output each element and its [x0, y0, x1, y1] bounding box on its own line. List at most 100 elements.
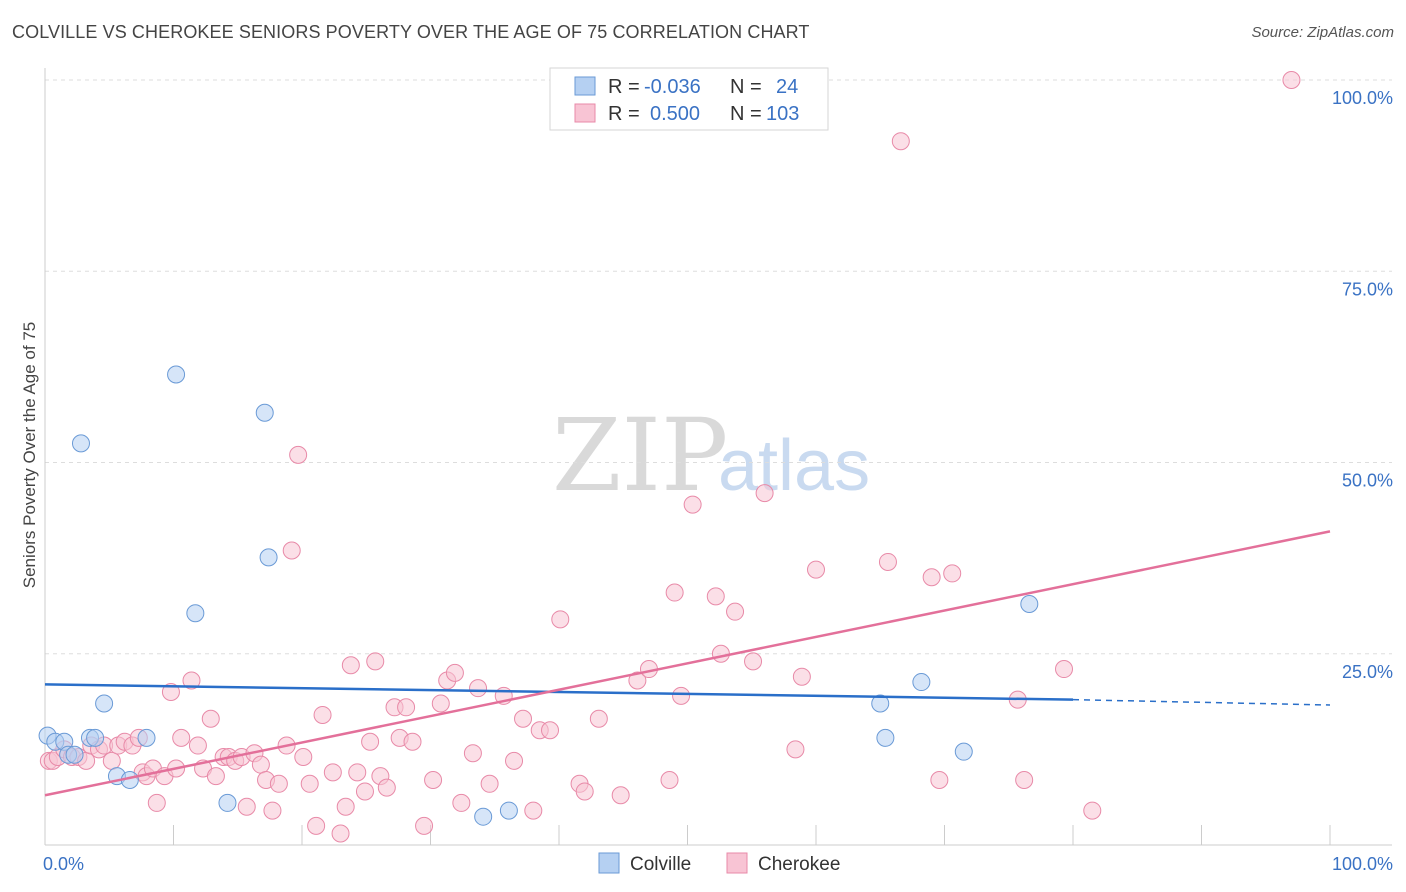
colville-point — [186, 604, 205, 623]
cherokee-point — [172, 728, 191, 747]
cherokee-point — [660, 770, 679, 789]
legend-swatch-cherokee — [574, 103, 596, 123]
bottom-legend: Colville Cherokee — [598, 852, 840, 875]
cherokee-point — [575, 782, 594, 801]
cherokee-point — [415, 816, 434, 835]
cherokee-point — [807, 560, 825, 579]
cherokee-point — [524, 801, 543, 820]
colville-point — [259, 548, 278, 567]
colville-point — [167, 365, 186, 384]
cherokee-point — [445, 663, 464, 682]
watermark-atlas: atlas — [718, 426, 870, 506]
cherokee-point — [943, 564, 962, 583]
cherokee-point — [891, 132, 910, 151]
cherokee-point — [331, 824, 350, 843]
cherokee-points — [39, 71, 1301, 843]
cherokee-point — [514, 709, 533, 728]
grid — [45, 79, 1392, 655]
cherokee-point — [300, 774, 319, 793]
x-tick-label: 100.0% — [1332, 854, 1393, 874]
cherokee-point — [922, 568, 941, 587]
legend-swatch-colville — [574, 76, 596, 96]
cherokee-point — [672, 686, 691, 705]
colville-point — [137, 728, 156, 747]
cherokee-point — [541, 721, 560, 740]
chart-title: COLVILLE VS CHEROKEE SENIORS POVERTY OVE… — [12, 22, 810, 42]
cherokee-point — [878, 552, 897, 571]
colville-points — [38, 365, 1039, 826]
legend-n-value-cherokee: 103 — [766, 103, 799, 125]
colville-point — [871, 694, 890, 713]
cherokee-point — [336, 797, 355, 816]
colville-point — [255, 403, 274, 422]
cherokee-point — [480, 774, 499, 793]
bottom-legend-colville: Colville — [630, 854, 691, 875]
cherokee-point — [1282, 71, 1301, 89]
cherokee-point — [251, 755, 270, 774]
bottom-legend-swatch-colville — [598, 852, 620, 874]
cherokee-point — [792, 667, 811, 686]
cherokee-point — [161, 683, 180, 701]
y-axis-label: Seniors Poverty Over the Age of 75 — [20, 322, 39, 588]
cherokee-point — [403, 732, 422, 751]
cherokee-point — [201, 709, 220, 728]
cherokee-point — [726, 602, 745, 621]
colville-point — [86, 728, 105, 747]
cherokee-point — [263, 801, 282, 820]
legend-n-label-cherokee: N = — [730, 103, 762, 125]
cherokee-point — [611, 786, 630, 805]
cherokee-point — [361, 732, 380, 751]
cherokee-point — [1083, 801, 1102, 820]
colville-point — [954, 742, 973, 761]
legend-n-value-colville: 24 — [776, 76, 798, 98]
colville-point — [912, 673, 931, 692]
cherokee-point — [665, 583, 684, 602]
cherokee-point — [355, 782, 374, 801]
cherokee-point — [323, 763, 342, 782]
legend-r-value-cherokee: 0.500 — [650, 103, 700, 125]
colville-point — [1020, 595, 1039, 614]
y-tick-label: 100.0% — [1332, 88, 1393, 108]
cherokee-point — [589, 709, 608, 728]
legend-r-label-colville: R = — [608, 76, 640, 98]
axes — [44, 68, 1392, 846]
watermark-zip: ZIP — [552, 397, 728, 514]
cherokee-point — [237, 797, 256, 816]
trend-lines — [44, 530, 1331, 797]
colville-point — [218, 793, 237, 812]
cherokee-point — [628, 671, 647, 690]
cherokee-point — [755, 484, 774, 503]
cherokee-point — [424, 770, 443, 789]
cherokee-point — [188, 736, 207, 755]
cherokee-point — [289, 445, 308, 464]
cherokee-point — [282, 541, 301, 560]
colville-point — [95, 694, 114, 713]
colville-point — [499, 801, 518, 820]
cherokee-point — [463, 744, 482, 763]
cherokee-point — [206, 767, 225, 786]
y-tick-label: 25.0% — [1342, 662, 1393, 682]
colville-trend-extension — [1072, 698, 1331, 706]
x-tick-labels: 0.0% 100.0% — [43, 854, 1393, 874]
bottom-legend-swatch-cherokee — [726, 852, 748, 874]
colville-point — [474, 807, 493, 826]
cherokee-point — [551, 610, 570, 629]
cherokee-point — [377, 778, 396, 797]
cherokee-point — [452, 793, 471, 812]
cherokee-point — [431, 694, 450, 713]
cherokee-point — [366, 652, 385, 671]
cherokee-point — [147, 793, 166, 812]
cherokee-point — [313, 705, 332, 724]
cherokee-point — [1055, 660, 1074, 679]
cherokee-point — [269, 774, 288, 793]
top-legend: R = -0.036 N = 24 R = 0.500 N = 103 — [549, 67, 829, 131]
cherokee-point — [397, 698, 416, 717]
source-credit: Source: ZipAtlas.com — [1251, 24, 1394, 41]
y-tick-label: 50.0% — [1342, 471, 1393, 491]
cherokee-point — [469, 679, 488, 698]
colville-point — [65, 745, 84, 764]
cherokee-point — [786, 740, 805, 759]
colville-trend-line — [44, 683, 1074, 701]
cherokee-point — [930, 770, 949, 789]
